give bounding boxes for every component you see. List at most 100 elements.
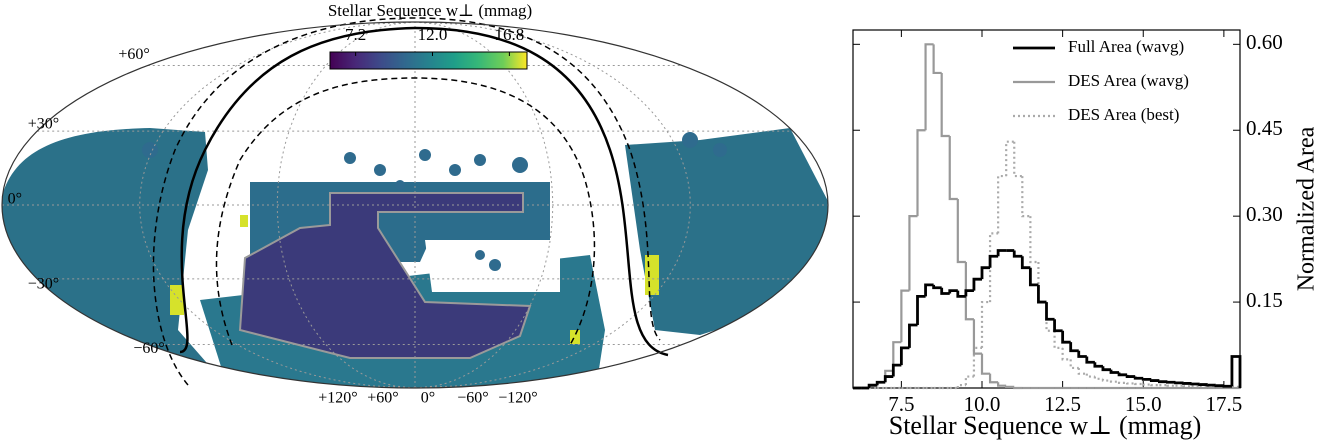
hist-step: [1230, 355, 1242, 388]
hist-step: [1101, 378, 1111, 382]
hist-step: [1013, 386, 1023, 390]
colorbar-tick-label: 7.2: [345, 25, 366, 44]
meridian: [414, 21, 691, 389]
lat-tick-label: −60°: [133, 340, 164, 357]
hist-step: [1005, 385, 1015, 388]
hist-step: [1182, 385, 1192, 388]
hist-step: [1077, 350, 1087, 358]
hist-step: [948, 135, 958, 201]
hist-step: [1093, 376, 1103, 380]
colorbar: [329, 51, 528, 70]
hist-step: [883, 375, 894, 383]
y-tick-label: 0.60: [1246, 30, 1283, 54]
hist-step: [1069, 359, 1079, 370]
hist-step: [1117, 381, 1128, 384]
hist-step: [1053, 319, 1063, 333]
hist-step: [916, 294, 926, 325]
hist-step: [980, 266, 991, 280]
hist-step: [1061, 347, 1071, 361]
hist-step: [972, 319, 982, 355]
lon-tick-label: −120°: [498, 390, 537, 407]
hist-step: [1093, 362, 1103, 368]
legend-label: Full Area (wavg): [1068, 37, 1184, 56]
hist-step: [1085, 373, 1095, 378]
coverage-left: [2, 128, 235, 388]
hist-step: [988, 373, 999, 384]
map-outline: [1, 21, 829, 389]
hist-step: [1053, 330, 1063, 350]
hist-step: [1020, 256, 1031, 270]
hist-step: [1166, 380, 1176, 384]
hist-step: [980, 353, 991, 375]
hist-step: [900, 289, 910, 343]
hist-step: [1190, 382, 1200, 386]
hist-step: [867, 383, 878, 388]
hist-step: [1157, 380, 1168, 384]
hist-step: [1222, 384, 1232, 388]
legend-label: DES Area (best): [1068, 105, 1179, 124]
hist-step: [1013, 141, 1023, 178]
lat-tick-label: −30°: [28, 276, 59, 293]
lon-tick-label: +60°: [367, 390, 398, 407]
hist-step: [1174, 381, 1184, 385]
hist-step: [892, 341, 902, 371]
hist-step: [1117, 372, 1128, 377]
y-tick-label: 0.45: [1246, 116, 1283, 140]
hist-step: [1109, 369, 1120, 374]
hist-step: [1069, 342, 1079, 353]
hist-step: [1101, 366, 1111, 372]
hist-step: [1150, 384, 1160, 387]
hist-step: [956, 198, 966, 264]
hist-step: [1142, 383, 1152, 386]
hist-step: [1214, 384, 1224, 388]
hist-step: [1029, 216, 1039, 264]
hist-step: [1005, 140, 1015, 177]
x-tick-label: 12.5: [1044, 392, 1081, 416]
plane-solid: [179, 26, 669, 357]
lon-tick-label: +120°: [318, 390, 357, 407]
y-axis-label: Normalized Area: [1294, 126, 1320, 291]
hist-step: [1012, 250, 1023, 258]
hist-step: [908, 323, 918, 348]
des-footprint: [238, 192, 532, 359]
hist-step: [997, 174, 1007, 234]
hist-step: [1126, 382, 1136, 385]
hist-step: [932, 44, 942, 75]
hist-step: [997, 382, 1007, 387]
colorbar-tick-label: 16.8: [495, 25, 525, 44]
hist-step: [1021, 176, 1031, 218]
hist-step: [1077, 367, 1087, 375]
coverage-blobs: [142, 132, 727, 271]
y-tick-label: 0.15: [1246, 288, 1283, 312]
x-tick-label: 10.0: [964, 392, 1001, 416]
x-tick-label: 7.5: [888, 392, 914, 416]
x-tick-label: 15.0: [1125, 392, 1162, 416]
hist-step: [1141, 378, 1152, 381]
hist-step: [1182, 382, 1192, 385]
hist-step: [899, 346, 910, 366]
hist-step: [1149, 379, 1160, 382]
hist-step: [956, 290, 966, 298]
hist-step: [972, 346, 982, 377]
hist-step: [964, 289, 974, 297]
meridian: [139, 21, 416, 389]
hist-step: [948, 289, 958, 294]
map-grid: [2, 21, 828, 389]
colorbar-label: Stellar Sequence w⊥ (mmag): [328, 1, 532, 20]
hist-step: [980, 300, 991, 348]
hist-step: [1206, 383, 1216, 387]
hist-step: [972, 277, 982, 291]
coverage-right: [625, 128, 828, 335]
x-tick-label: 17.5: [1206, 392, 1243, 416]
lon-tick-label: −60°: [457, 390, 488, 407]
lon-tick-label: 0°: [421, 390, 435, 407]
hist-step: [1045, 302, 1055, 321]
hist-step: [891, 363, 902, 377]
x-axis-label: Stellar Sequence w⊥ (mmag): [889, 411, 1202, 440]
hist-step: [1166, 384, 1176, 387]
lat-tick-label: +30°: [28, 116, 59, 133]
hist-step: [1109, 380, 1120, 383]
plane-dashed-outer: [152, 17, 661, 386]
